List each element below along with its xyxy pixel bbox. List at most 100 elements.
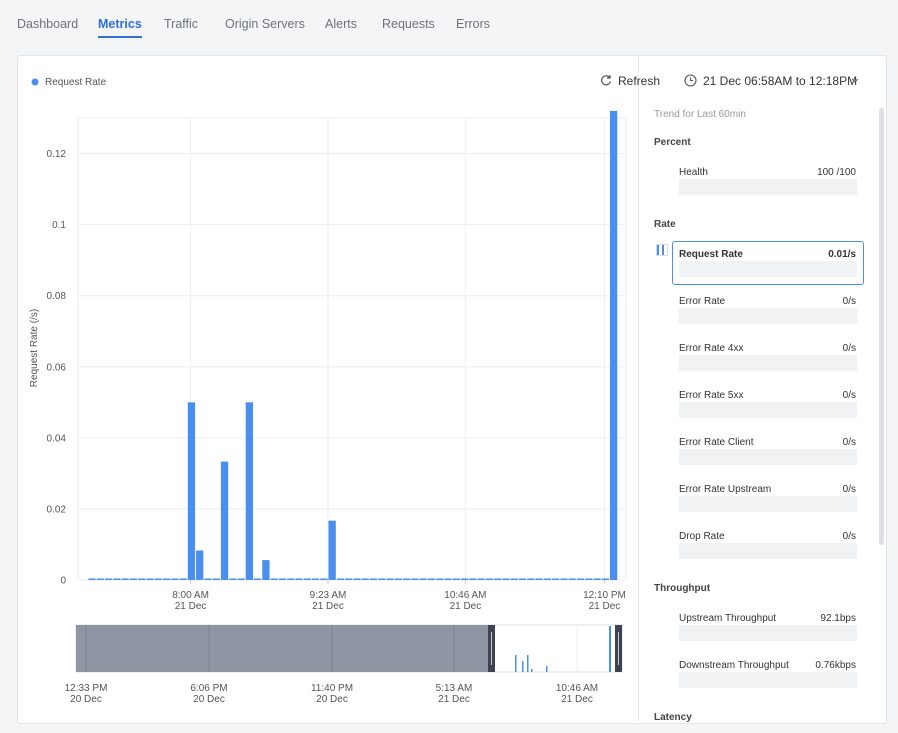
bar [552,579,559,581]
tab[interactable]: Alerts [325,17,357,31]
bar [163,579,170,581]
metric-value: 0/s [843,437,856,448]
bar [312,579,319,581]
bar [328,521,335,580]
bar [221,462,228,580]
bar [97,579,104,581]
bar [411,579,418,581]
bar [593,579,600,581]
bar [395,579,402,581]
bar [519,579,526,581]
navigator-tick-sublabel: 20 Dec [316,694,348,705]
bar [279,579,286,581]
bar [453,579,460,581]
x-tick-sublabel: 21 Dec [175,601,207,612]
y-tick-label: 0.08 [47,291,67,302]
clock-icon [684,74,697,87]
metric-sparkline [679,261,857,277]
metric-sparkline [679,355,857,371]
chevron [851,78,859,84]
bar [569,579,576,581]
x-tick-sublabel: 21 Dec [312,601,344,612]
navigator-tick-label: 12:33 PM [65,683,108,694]
metric-sparkline [679,179,857,195]
metric-sparkline [679,672,857,688]
legend-label[interactable]: Request Rate [45,77,107,88]
bar [353,579,360,581]
bar [179,579,186,581]
y-tick-label: 0.04 [47,433,67,444]
metric-value: 0.76kbps [815,660,856,671]
bar [535,579,542,581]
bar [155,579,162,581]
metric-sparkline [679,543,857,559]
tab[interactable]: Errors [456,17,490,31]
tab[interactable]: Dashboard [17,17,78,31]
y-tick-label: 0.02 [47,504,67,515]
metric-sparkline [679,308,857,324]
legend-marker [32,79,39,86]
bar [337,579,344,581]
bar [138,579,145,581]
metric-value: 0/s [843,531,856,542]
chart-icon [656,244,668,256]
metric-sparkline [679,402,857,418]
bar [585,579,592,581]
bar [511,579,518,581]
bar [444,579,451,581]
x-tick-label: 9:23 AM [310,590,347,601]
bar [146,579,153,581]
chart: Request Rate Request Rate (/s) 00.020.04… [0,0,636,733]
tab[interactable]: Origin Servers [225,17,305,31]
divider [638,56,639,721]
metric-value: 0/s [843,296,856,307]
navigator-tick-label: 10:46 AM [556,683,598,694]
bar [577,579,584,581]
bar [246,402,253,580]
bar [560,579,567,581]
tab[interactable]: Traffic [164,17,198,31]
bar [436,579,443,581]
navigator-mask [76,625,491,672]
bar [403,579,410,581]
bar [502,579,509,581]
metric-label: Request Rate [679,249,743,260]
metric-label: Error Rate 4xx [679,343,743,354]
bar [130,579,137,581]
tab[interactable]: Metrics [98,17,142,38]
bar [204,579,211,581]
x-tick-label: 8:00 AM [172,590,209,601]
metric-label: Error Rate Client [679,437,753,448]
bar [320,579,327,581]
metric-value: 0/s [843,343,856,354]
metric-label: Drop Rate [679,531,725,542]
metric-label: Error Rate Upstream [679,484,771,495]
tab[interactable]: Requests [382,17,435,31]
metric-label: Upstream Throughput [679,613,776,624]
bar [122,579,129,581]
x-tick-sublabel: 21 Dec [450,601,482,612]
y-tick-label: 0.1 [52,220,66,231]
metric-value: 92.1bps [820,613,856,624]
metric-label: Downstream Throughput [679,660,789,671]
bar [494,579,501,581]
bar [469,579,476,581]
bar [229,579,236,581]
scrollbar[interactable] [879,108,884,545]
bar [271,579,278,581]
bar [362,579,369,581]
bar [378,579,385,581]
bar [254,579,261,581]
section-title: Latency [654,712,692,723]
navigator-tick-sublabel: 20 Dec [70,694,102,705]
bar [196,551,203,580]
navigator-tick-sublabel: 21 Dec [438,694,470,705]
bar [213,579,220,581]
date-range-picker[interactable]: 21 Dec 06:58AM to 12:18PM [684,73,864,89]
metric-label: Health [679,167,708,178]
metric-label: Error Rate 5xx [679,390,743,401]
navigator-tick-label: 11:40 PM [311,683,353,694]
y-axis-label: Request Rate (/s) [29,309,40,387]
bar [237,579,244,581]
